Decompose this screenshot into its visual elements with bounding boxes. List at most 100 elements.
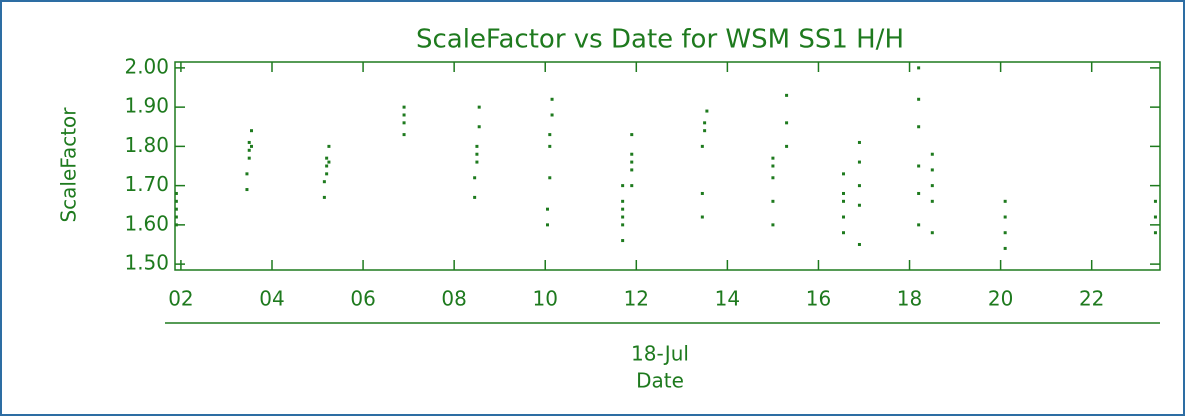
point [245, 172, 249, 176]
point [548, 133, 552, 137]
point [857, 184, 861, 188]
point [630, 160, 634, 164]
point [322, 195, 326, 199]
point [250, 129, 254, 133]
point [327, 160, 331, 164]
y-tick-label: 2.00 [124, 54, 169, 78]
x-tick-label: 22 [1079, 287, 1104, 311]
point [402, 133, 406, 137]
x-tick-label: 02 [168, 287, 193, 311]
chart-title: ScaleFactor vs Date for WSM SS1 H/H [416, 25, 904, 55]
y-tick-label: 1.60 [124, 211, 169, 235]
point [621, 184, 625, 188]
point [703, 121, 707, 125]
point [857, 160, 861, 164]
point [475, 144, 479, 148]
point [473, 176, 477, 180]
point [930, 231, 934, 235]
point [705, 109, 709, 113]
point [771, 176, 775, 180]
point [174, 215, 178, 219]
point [322, 180, 326, 184]
point [857, 140, 861, 144]
point [771, 164, 775, 168]
x-tick-label: 12 [624, 287, 649, 311]
point [327, 144, 331, 148]
point [917, 223, 921, 227]
point [930, 184, 934, 188]
point [917, 125, 921, 129]
point [930, 152, 934, 156]
x-tick-label: 06 [350, 287, 375, 311]
point [477, 105, 481, 109]
point [325, 156, 329, 160]
y-tick-label: 1.80 [124, 133, 169, 157]
point [621, 215, 625, 219]
point [546, 223, 550, 227]
point [402, 121, 406, 125]
date-label: 18-Jul [631, 342, 689, 366]
point [621, 223, 625, 227]
point [630, 184, 634, 188]
point [1003, 199, 1007, 203]
point [325, 172, 329, 176]
point [785, 93, 789, 97]
point [402, 105, 406, 109]
plot-box [174, 61, 1161, 271]
point [174, 199, 178, 203]
point [174, 207, 178, 211]
point [700, 191, 704, 195]
point [621, 207, 625, 211]
x-axis-label: Date [636, 369, 684, 393]
x-tick-label: 04 [259, 287, 284, 311]
point [630, 133, 634, 137]
point [785, 144, 789, 148]
point [174, 223, 178, 227]
point [1153, 215, 1157, 219]
point [917, 191, 921, 195]
point [1153, 231, 1157, 235]
point [917, 164, 921, 168]
x-tick-label: 10 [533, 287, 558, 311]
point [771, 199, 775, 203]
point [621, 239, 625, 243]
x-tick-label: 16 [806, 287, 831, 311]
y-tick-label: 1.90 [124, 94, 169, 118]
point [546, 207, 550, 211]
point [771, 223, 775, 227]
point [402, 113, 406, 117]
point [930, 199, 934, 203]
point [1003, 215, 1007, 219]
point [930, 168, 934, 172]
x-tick-label: 08 [441, 287, 466, 311]
point [785, 121, 789, 125]
point [857, 203, 861, 207]
point [1153, 199, 1157, 203]
point [630, 168, 634, 172]
point [1003, 231, 1007, 235]
y-tick-label: 1.70 [124, 172, 169, 196]
point [842, 199, 846, 203]
point [700, 144, 704, 148]
point [550, 113, 554, 117]
point [630, 152, 634, 156]
point [700, 215, 704, 219]
y-axis-label: ScaleFactor [57, 107, 81, 223]
point [842, 231, 846, 235]
point [550, 97, 554, 101]
point [548, 176, 552, 180]
point [857, 242, 861, 246]
x-tick-label: 14 [715, 287, 740, 311]
point [475, 152, 479, 156]
point [1003, 246, 1007, 250]
point [475, 160, 479, 164]
point [621, 199, 625, 203]
point [473, 195, 477, 199]
point [247, 140, 251, 144]
point [842, 172, 846, 176]
point [174, 191, 178, 195]
point [325, 164, 329, 168]
